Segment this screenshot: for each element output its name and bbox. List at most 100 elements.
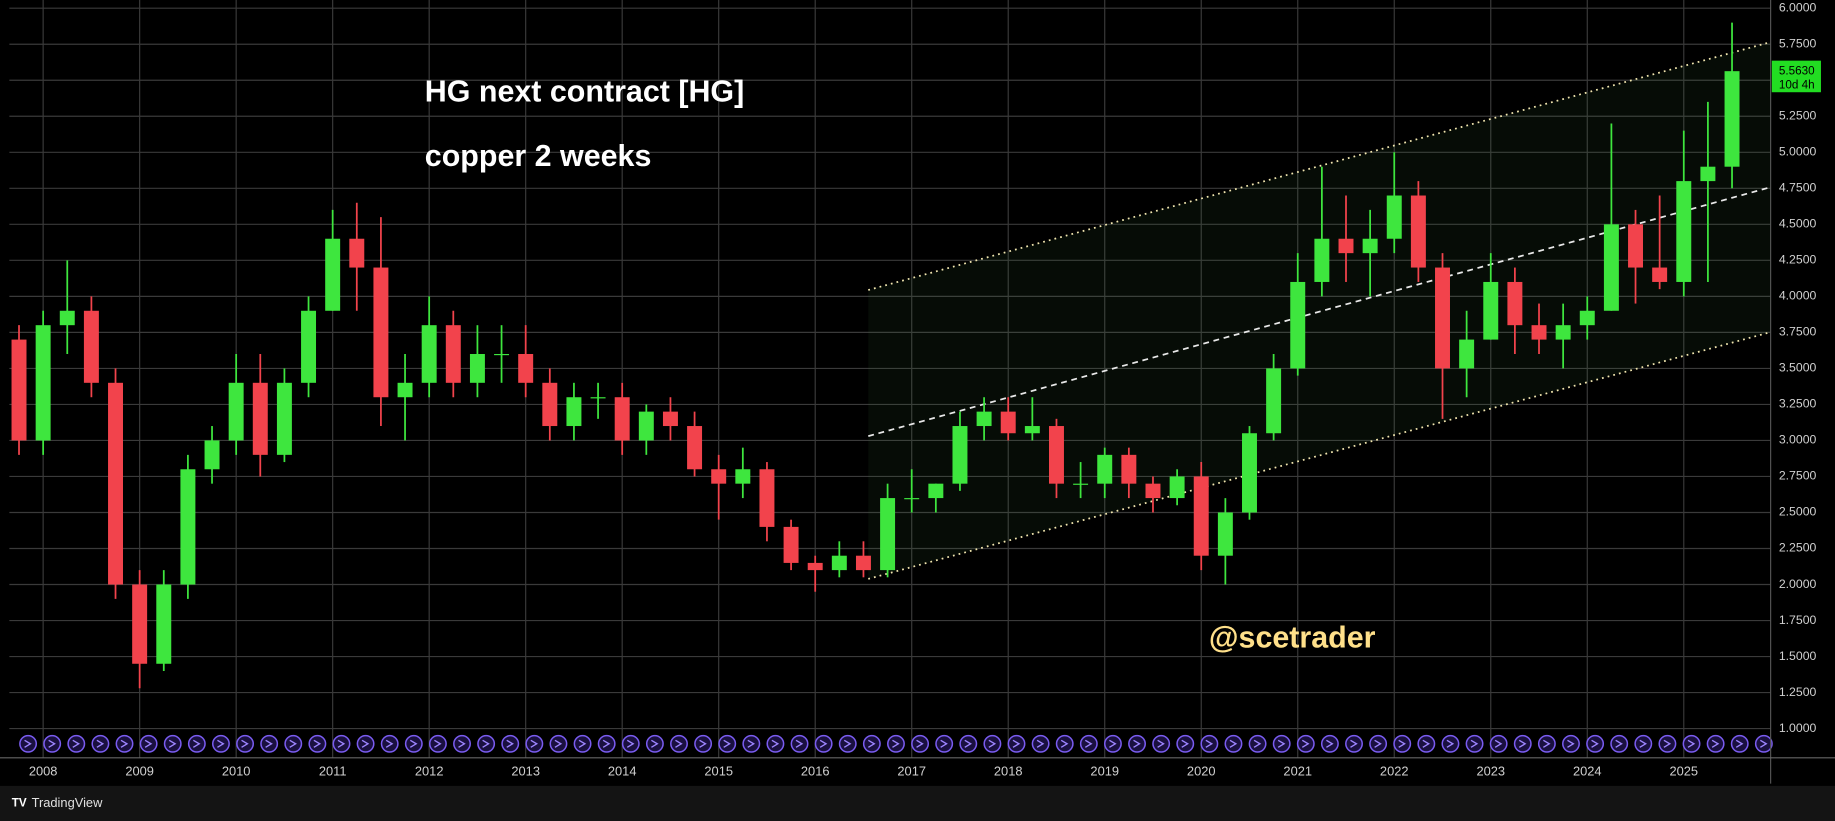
event-icon xyxy=(236,734,255,753)
event-icon xyxy=(1730,734,1749,753)
candle-body xyxy=(1338,238,1354,254)
event-icon-arrow xyxy=(24,739,32,748)
event-icon-arrow xyxy=(168,739,177,748)
candle-body xyxy=(1193,476,1209,556)
last-price-label: 5.5630 xyxy=(1779,64,1815,77)
event-icon-arrow xyxy=(1446,739,1455,748)
candles xyxy=(11,22,1740,689)
candle-body xyxy=(252,382,268,455)
x-tick-label: 2018 xyxy=(994,763,1023,778)
event-icon-arrow xyxy=(1639,739,1648,748)
event-icon xyxy=(67,734,86,753)
event-icon-arrow xyxy=(940,739,948,748)
event-icon xyxy=(742,734,761,753)
event-icon xyxy=(1682,734,1701,753)
candle-body xyxy=(518,353,534,383)
candle-body xyxy=(35,325,51,441)
event-icon-arrow xyxy=(1205,739,1214,748)
candle-body xyxy=(108,382,124,585)
x-tick-label: 2023 xyxy=(1476,763,1505,778)
candle-body xyxy=(325,238,341,311)
chart-title: HG next contract [HG] xyxy=(425,75,744,109)
event-icon xyxy=(1417,734,1436,753)
event-icon xyxy=(1706,734,1725,753)
event-icon-arrow xyxy=(554,739,563,748)
candle-body xyxy=(1048,426,1064,484)
event-icon-arrow xyxy=(1759,739,1768,748)
event-icon xyxy=(1296,734,1315,753)
event-icon xyxy=(356,734,375,753)
event-icon-arrow xyxy=(72,739,81,748)
candle-body xyxy=(614,397,630,441)
candle-body xyxy=(1579,310,1595,326)
event-icon-arrow xyxy=(1543,739,1551,748)
event-icon xyxy=(1055,734,1074,753)
event-icon-arrow xyxy=(795,739,804,748)
event-icon-arrow xyxy=(916,739,924,748)
watermark: @scetrader xyxy=(1209,621,1376,655)
event-icon-arrow xyxy=(892,739,900,748)
event-icon xyxy=(404,734,423,753)
brand: TradingView xyxy=(32,795,104,810)
event-icon xyxy=(1369,734,1388,753)
event-icon-arrow xyxy=(1374,739,1382,748)
event-icon xyxy=(718,734,737,753)
candle-body xyxy=(469,353,485,383)
y-tick-label: 4.7500 xyxy=(1779,181,1817,195)
event-icon xyxy=(115,734,134,753)
event-icon-arrow xyxy=(675,739,683,748)
y-tick-label: 6.0000 xyxy=(1779,0,1817,14)
y-tick-label: 5.7500 xyxy=(1779,36,1817,50)
event-icon-arrow xyxy=(1060,739,1069,748)
event-icon xyxy=(645,734,664,753)
event-icon-arrow xyxy=(1229,739,1238,748)
event-icon-arrow xyxy=(699,739,707,748)
event-icon xyxy=(1320,734,1339,753)
event-icon-arrow xyxy=(771,739,780,748)
event-icon xyxy=(1610,734,1629,753)
x-tick-label: 2011 xyxy=(319,763,347,778)
candle-body xyxy=(228,382,244,441)
event-icon-arrow xyxy=(1326,739,1334,748)
event-icon-arrow xyxy=(409,739,418,748)
event-icon xyxy=(838,734,857,753)
candle-body xyxy=(1000,411,1016,434)
x-tick-label: 2014 xyxy=(608,763,637,778)
event-icon-arrow xyxy=(385,739,394,748)
candle-body xyxy=(1483,281,1499,340)
event-icon xyxy=(1272,734,1291,753)
candle-body xyxy=(638,411,654,441)
event-icon xyxy=(766,734,785,753)
candle-body xyxy=(1169,476,1185,499)
event-icon-arrow xyxy=(265,739,273,748)
y-tick-label: 2.2500 xyxy=(1779,541,1817,555)
event-icon xyxy=(187,734,206,753)
y-tick-label: 1.2500 xyxy=(1779,685,1817,699)
candle-body xyxy=(397,382,413,398)
candle-body xyxy=(373,267,389,398)
candle-body xyxy=(1145,483,1161,499)
event-icon xyxy=(139,734,158,753)
candle-body xyxy=(1314,238,1330,282)
event-icon-arrow xyxy=(1663,739,1672,748)
candle-body xyxy=(1603,224,1619,311)
event-icon-arrow xyxy=(1615,739,1623,748)
event-icon xyxy=(91,734,110,753)
event-icon-arrow xyxy=(1181,739,1189,748)
x-tick-label: 2024 xyxy=(1573,763,1602,778)
event-icon-arrow xyxy=(192,739,201,748)
event-icon-arrow xyxy=(1253,739,1262,748)
event-icon-arrow xyxy=(530,739,539,748)
event-icon-arrow xyxy=(120,739,129,748)
event-icon-arrow xyxy=(313,739,322,748)
candle-body xyxy=(662,411,678,427)
event-icon-arrow xyxy=(482,739,490,748)
y-tick-label: 4.2500 xyxy=(1779,253,1817,267)
event-icon xyxy=(43,734,62,753)
axes: 1.0000 1.2500 1.5000 1.7500 2.0000 2.2500 2.50… xyxy=(29,0,1821,778)
event-icon xyxy=(862,734,881,753)
event-icon-arrow xyxy=(1687,739,1696,748)
candle-body xyxy=(783,526,799,563)
